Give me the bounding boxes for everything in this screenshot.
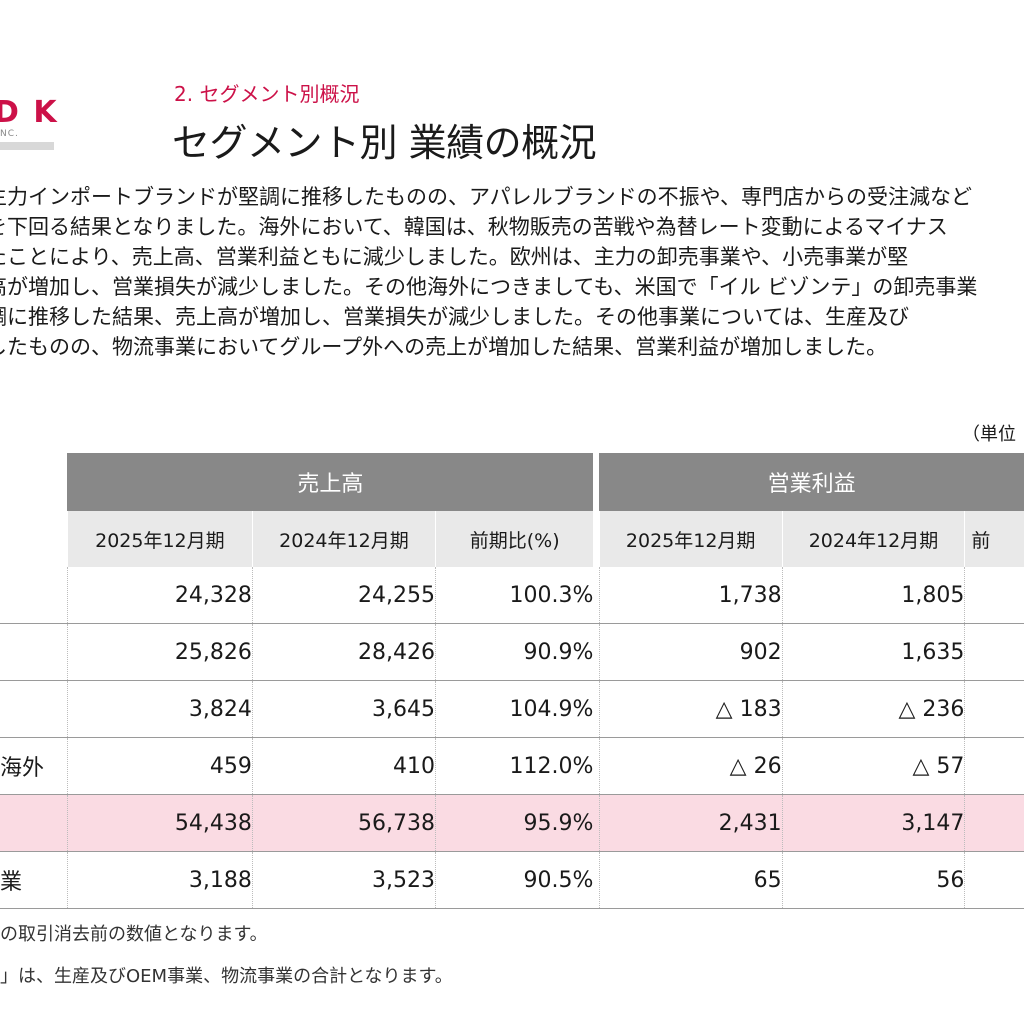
table-row: 業 3,188 3,523 90.5% 65 56	[0, 851, 1024, 909]
footnote: の取引消去前の数値となります。	[0, 924, 268, 945]
header-blank-cell	[0, 453, 68, 511]
column-gap	[593, 511, 600, 567]
table-row: 24,328 24,255 100.3% 1,738 1,805	[0, 567, 1024, 624]
cell-profit-2025: 902	[598, 623, 783, 681]
cell-sales-yoy: 95.9%	[434, 794, 594, 852]
row-label: 海外	[0, 737, 68, 795]
body-line: 調に推移した結果、売上高が増加し、営業損失が減少しました。その他事業については、…	[0, 305, 909, 329]
cell-sales-yoy: 104.9%	[434, 680, 594, 738]
cell-sales-2025: 3,188	[66, 851, 253, 909]
segment-results-table: 売上高 営業利益 2025年12月期 2024年12月期 前期比(%) 2025…	[0, 453, 1024, 909]
cell-sales-2025: 25,826	[66, 623, 253, 681]
column-gap	[593, 794, 600, 852]
cell-profit-2024: 3,147	[781, 794, 965, 852]
cell-sales-2024: 3,523	[251, 851, 436, 909]
column-gap	[593, 737, 600, 795]
group-header-sales: 売上高	[67, 453, 594, 511]
body-paragraph: 主力インポートブランドが堅調に推移したものの、アパレルブランドの不振や、専門店か…	[0, 182, 1024, 362]
cell-profit-yoy	[964, 623, 1024, 681]
body-line: したものの、物流事業においてグループ外への売上が増加した結果、営業利益が増加しま…	[0, 335, 888, 359]
cell-profit-yoy	[964, 680, 1024, 738]
cell-sales-yoy: 100.3%	[434, 567, 594, 624]
cell-sales-yoy: 112.0%	[434, 737, 594, 795]
cell-sales-2025: 459	[66, 737, 253, 795]
table-row-total: 54,438 56,738 95.9% 2,431 3,147	[0, 794, 1024, 852]
cell-sales-2025: 3,824	[66, 680, 253, 738]
table-row: 25,826 28,426 90.9% 902 1,635	[0, 623, 1024, 681]
cell-profit-2025: 65	[598, 851, 783, 909]
cell-sales-2024: 56,738	[251, 794, 436, 852]
body-line: たことにより、売上高、営業利益ともに減少しました。欧州は、主力の卸売事業や、小売…	[0, 245, 909, 269]
column-gap	[593, 623, 600, 681]
unit-note: （単位	[962, 424, 1016, 445]
column-header: 2024年12月期	[251, 511, 436, 567]
group-header-operating-profit: 営業利益	[599, 453, 1024, 511]
cell-profit-2025: △ 26	[598, 737, 783, 795]
column-header: 2024年12月期	[781, 511, 965, 567]
cell-profit-yoy	[964, 567, 1024, 624]
body-line: 高が増加し、営業損失が減少しました。その他海外につきましても、米国で「イル ビゾ…	[0, 275, 978, 299]
cell-sales-2025: 54,438	[66, 794, 253, 852]
cell-sales-2024: 24,255	[251, 567, 436, 624]
table-row: 3,824 3,645 104.9% △ 183 △ 236	[0, 680, 1024, 738]
row-label: 業	[0, 851, 68, 909]
cell-sales-2024: 3,645	[251, 680, 436, 738]
cell-profit-yoy	[964, 794, 1024, 852]
cell-sales-yoy: 90.9%	[434, 623, 594, 681]
body-line: 主力インポートブランドが堅調に推移したものの、アパレルブランドの不振や、専門店か…	[0, 185, 972, 209]
row-label	[0, 680, 68, 738]
column-header: 2025年12月期	[598, 511, 783, 567]
cell-profit-2024: 56	[781, 851, 965, 909]
cell-profit-yoy	[964, 851, 1024, 909]
cell-profit-2025: △ 183	[598, 680, 783, 738]
logo-letters: D K	[0, 95, 59, 130]
row-label	[0, 567, 68, 624]
cell-profit-2024: 1,635	[781, 623, 965, 681]
column-header: 前	[964, 511, 1024, 567]
footnote: 」は、生産及びOEM事業、物流事業の合計となります。	[0, 966, 453, 987]
cell-profit-2025: 1,738	[598, 567, 783, 624]
cell-profit-yoy	[964, 737, 1024, 795]
logo-underline-bar	[0, 142, 54, 150]
cell-sales-2024: 28,426	[251, 623, 436, 681]
column-header: 2025年12月期	[66, 511, 253, 567]
row-label	[0, 623, 68, 681]
column-gap	[593, 453, 600, 511]
body-line: を下回る結果となりました。海外において、韓国は、秋物販売の苦戦や為替レート変動に…	[0, 215, 948, 239]
column-header: 前期比(%)	[434, 511, 594, 567]
cell-sales-2024: 410	[251, 737, 436, 795]
header-blank-cell	[0, 511, 68, 567]
cell-profit-2025: 2,431	[598, 794, 783, 852]
cell-profit-2024: 1,805	[781, 567, 965, 624]
table-row: 海外 459 410 112.0% △ 26 △ 57	[0, 737, 1024, 795]
page-title: セグメント別 業績の概況	[172, 121, 597, 165]
logo-subtext: NC.	[0, 129, 19, 139]
column-gap	[593, 567, 600, 624]
section-label: 2. セグメント別概況	[174, 82, 360, 106]
cell-profit-2024: △ 236	[781, 680, 965, 738]
cell-profit-2024: △ 57	[781, 737, 965, 795]
row-label	[0, 794, 68, 852]
column-gap	[593, 680, 600, 738]
cell-sales-yoy: 90.5%	[434, 851, 594, 909]
company-logo: D K NC.	[0, 95, 59, 154]
cell-sales-2025: 24,328	[66, 567, 253, 624]
column-gap	[593, 851, 600, 909]
